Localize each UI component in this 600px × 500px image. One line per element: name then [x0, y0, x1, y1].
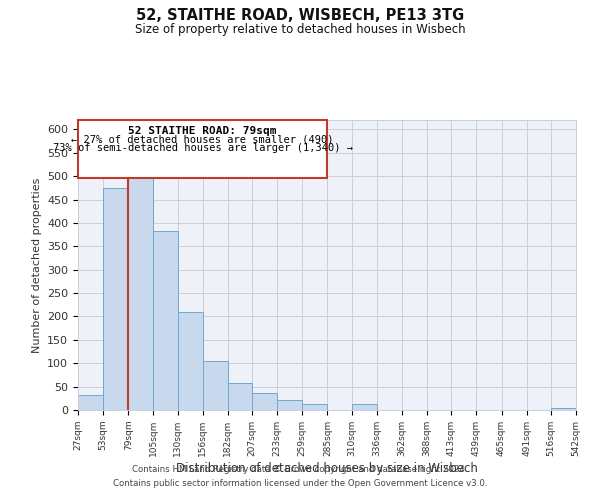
Bar	[277, 400, 302, 410]
Bar	[302, 404, 328, 410]
Bar	[154, 232, 178, 410]
Bar	[551, 408, 576, 410]
Text: Contains HM Land Registry data © Crown copyright and database right 2024.
Contai: Contains HM Land Registry data © Crown c…	[113, 466, 487, 487]
Bar	[252, 393, 277, 410]
Bar	[78, 395, 103, 410]
Y-axis label: Number of detached properties: Number of detached properties	[32, 178, 41, 352]
Text: 52 STAITHE ROAD: 79sqm: 52 STAITHE ROAD: 79sqm	[128, 126, 277, 136]
Bar	[128, 176, 154, 410]
Bar	[576, 409, 600, 410]
Text: ← 27% of detached houses are smaller (490): ← 27% of detached houses are smaller (49…	[71, 134, 334, 144]
Bar	[228, 384, 252, 410]
Text: Size of property relative to detached houses in Wisbech: Size of property relative to detached ho…	[134, 22, 466, 36]
FancyBboxPatch shape	[78, 120, 328, 178]
Bar	[103, 188, 128, 410]
Bar	[203, 361, 228, 410]
Bar	[352, 404, 377, 410]
Bar	[178, 312, 203, 410]
Text: 73% of semi-detached houses are larger (1,340) →: 73% of semi-detached houses are larger (…	[53, 144, 353, 154]
Text: 52, STAITHE ROAD, WISBECH, PE13 3TG: 52, STAITHE ROAD, WISBECH, PE13 3TG	[136, 8, 464, 22]
X-axis label: Distribution of detached houses by size in Wisbech: Distribution of detached houses by size …	[176, 462, 478, 474]
